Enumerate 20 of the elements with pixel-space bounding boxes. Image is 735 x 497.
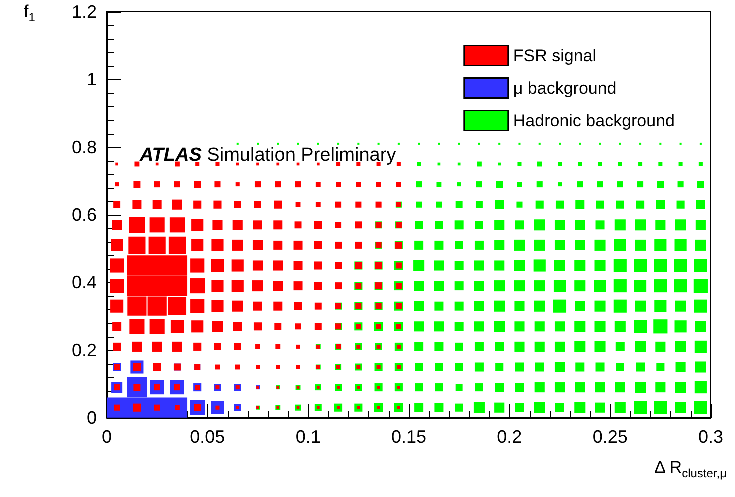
legend-label: Hadronic background	[513, 111, 676, 130]
x-tick-label: 0.25	[592, 427, 628, 447]
x-tick-label: 0.1	[296, 427, 321, 447]
y-axis-title: f$_{1}$	[24, 2, 36, 24]
y-tick-label: 0.4	[72, 272, 97, 293]
y-tick-label: 0.6	[72, 205, 97, 225]
legend-label: FSR signal	[513, 46, 597, 66]
x-tick-label: 0.3	[698, 427, 724, 447]
x-tick-label: 0.05	[190, 427, 226, 447]
y-tick-label: 0.2	[72, 340, 97, 360]
x-tick-label: 0.2	[497, 427, 522, 447]
x-tick-label: 0	[102, 427, 112, 447]
y-tick-label: 0.8	[72, 137, 97, 158]
y-tick-label: 0	[86, 408, 97, 428]
y-tick-label: 1	[86, 70, 97, 90]
x-axis-title: Δ R$_{cluster,μ}$	[654, 458, 727, 480]
x-tick-label: 0.15	[391, 427, 427, 447]
annotation: ATLAS Simulation Preliminary	[139, 145, 397, 166]
legend-label: μ background	[513, 78, 617, 98]
y-tick-label: 1.2	[72, 2, 97, 22]
